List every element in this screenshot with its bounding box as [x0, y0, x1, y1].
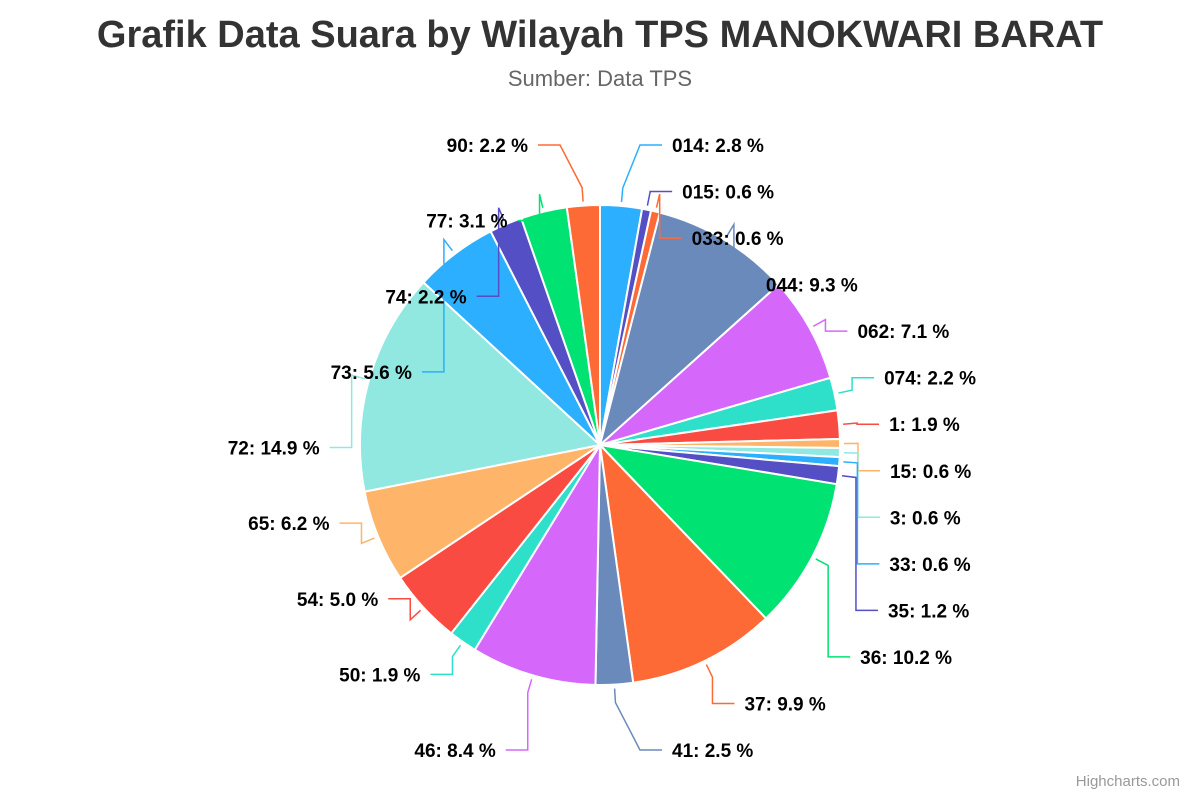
connector-1: [843, 422, 880, 425]
data-label-46: 46: 8.4 %: [414, 741, 495, 762]
label-connectors: [329, 144, 880, 751]
connector-36: [815, 558, 851, 658]
data-label-033: 033: 0.6 %: [692, 229, 784, 250]
connector-65: [339, 522, 375, 545]
connector-044: [725, 221, 756, 286]
connector-72: [329, 374, 366, 449]
connector-90: [538, 144, 584, 202]
connector-46: [505, 679, 533, 751]
data-label-062: 062: 7.1 %: [857, 322, 949, 343]
credits-link[interactable]: Highcharts.com: [1075, 773, 1180, 790]
connector-014: [620, 144, 662, 203]
data-label-33: 33: 0.6 %: [889, 555, 970, 576]
pie-slice-36[interactable]: [599, 444, 838, 620]
data-label-35: 35: 1.2 %: [888, 601, 969, 622]
pie-slice-90[interactable]: [565, 204, 601, 446]
data-label-074: 074: 2.2 %: [884, 369, 976, 390]
connector-35: [841, 474, 878, 612]
connector-41: [613, 688, 662, 751]
pie-slice-46[interactable]: [473, 444, 601, 686]
connector-033: [655, 193, 682, 239]
connector-37: [705, 664, 735, 705]
connector-074: [838, 376, 875, 394]
connector-77: [517, 194, 544, 222]
data-label-37: 37: 9.9 %: [744, 694, 825, 715]
connector-015: [646, 190, 673, 206]
connector-74: [476, 207, 505, 297]
connector-15: [843, 442, 880, 472]
data-label-54: 54: 5.0 %: [297, 590, 378, 611]
data-label-044: 044: 9.3 %: [766, 276, 858, 297]
connector-50: [430, 644, 462, 676]
data-label-1: 1: 1.9 %: [889, 415, 960, 436]
data-label-50: 50: 1.9 %: [339, 665, 420, 686]
data-label-90: 90: 2.2 %: [447, 136, 528, 157]
data-label-015: 015: 0.6 %: [682, 183, 774, 204]
connector-54: [388, 598, 422, 622]
chart-title: Grafik Data Suara by Wilayah TPS MANOKWA…: [96, 14, 1104, 56]
data-label-74: 74: 2.2 %: [385, 287, 466, 308]
data-label-36: 36: 10.2 %: [860, 648, 952, 669]
pie-slice-37[interactable]: [599, 444, 767, 684]
data-label-73: 73: 5.6 %: [331, 363, 412, 384]
data-label-3: 3: 0.6 %: [890, 508, 961, 529]
pie-slice-72[interactable]: [359, 281, 601, 493]
pie-slice-062[interactable]: [599, 283, 832, 446]
data-label-41: 41: 2.5 %: [672, 741, 753, 762]
chart-subtitle: Sumber: Data TPS: [507, 66, 693, 91]
connector-062: [812, 318, 848, 332]
data-label-15: 15: 0.6 %: [890, 462, 971, 483]
connector-33: [843, 461, 880, 565]
data-labels: 014: 2.8 % 015: 0.6 % 033: 0.6 % 044: 9.3 %…: [228, 136, 976, 762]
data-label-014: 014: 2.8 %: [672, 136, 764, 157]
data-label-77: 77: 3.1 %: [426, 212, 507, 233]
connector-73: [421, 237, 453, 373]
data-label-65: 65: 6.2 %: [248, 514, 329, 535]
data-label-72: 72: 14.9 %: [228, 439, 320, 460]
